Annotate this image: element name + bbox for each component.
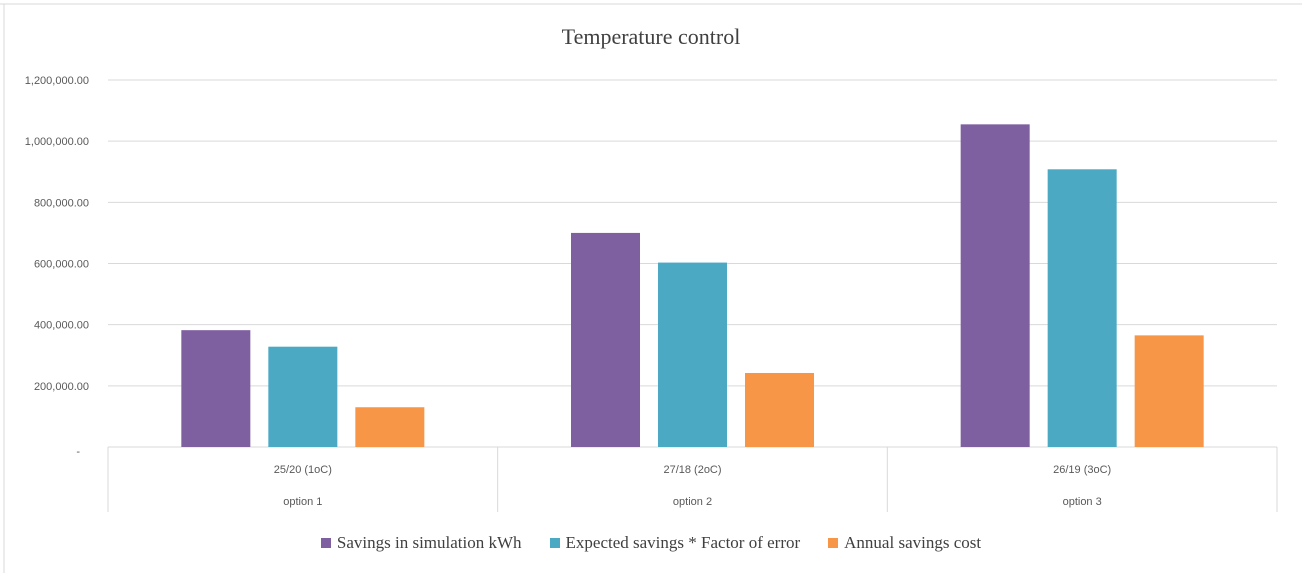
legend-swatch-2: [549, 538, 560, 548]
y-tick-label: 600,000.00: [34, 259, 89, 271]
y-tick-label: -: [76, 446, 80, 458]
bar: [1134, 335, 1204, 447]
legend-label-3: Annual savings cost: [844, 533, 982, 552]
bar: [355, 407, 425, 447]
legend-item-3: Annual savings cost: [828, 533, 981, 553]
legend-item-2: Expected savings * Factor of error: [549, 533, 801, 553]
legend-label-1: Savings in simulation kWh: [336, 533, 522, 552]
group-label: option 3: [1063, 496, 1102, 508]
y-tick-label: 1,000,000.00: [25, 136, 89, 148]
category-axis: 25/20 (1oC) option 1 27/18 (2oC) option 2 26…: [107, 447, 1278, 512]
y-tick-label: 1,200,000.00: [25, 75, 89, 87]
y-tick-label: 200,000.00: [34, 381, 89, 393]
legend-label-2: Expected savings * Factor of error: [565, 533, 801, 552]
bar: [268, 346, 338, 447]
chart-title: Temperature control: [561, 24, 741, 49]
bar: [181, 330, 251, 447]
legend-swatch-1: [320, 538, 331, 548]
group-label: option 1: [283, 496, 322, 508]
legend: Savings in simulation kWh Expected savin…: [0, 533, 1302, 553]
y-tick-label: 400,000.00: [34, 320, 89, 332]
category-label: 27/18 (2oC): [663, 464, 721, 476]
bar: [1047, 169, 1117, 447]
bar: [571, 232, 640, 447]
legend-item-1: Savings in simulation kWh: [320, 533, 522, 553]
bar: [745, 372, 814, 447]
category-label: 26/19 (3oC): [1053, 464, 1111, 476]
y-axis-tick-labels: - 200,000.00 400,000.00 600,000.00 800,000.0…: [25, 75, 89, 458]
bar: [658, 262, 727, 447]
y-tick-label: 800,000.00: [34, 197, 89, 209]
legend-swatch-3: [828, 538, 839, 548]
bar: [960, 124, 1030, 448]
bars: [181, 124, 1204, 448]
category-label: 25/20 (1oC): [274, 464, 332, 476]
group-label: option 2: [673, 496, 712, 508]
